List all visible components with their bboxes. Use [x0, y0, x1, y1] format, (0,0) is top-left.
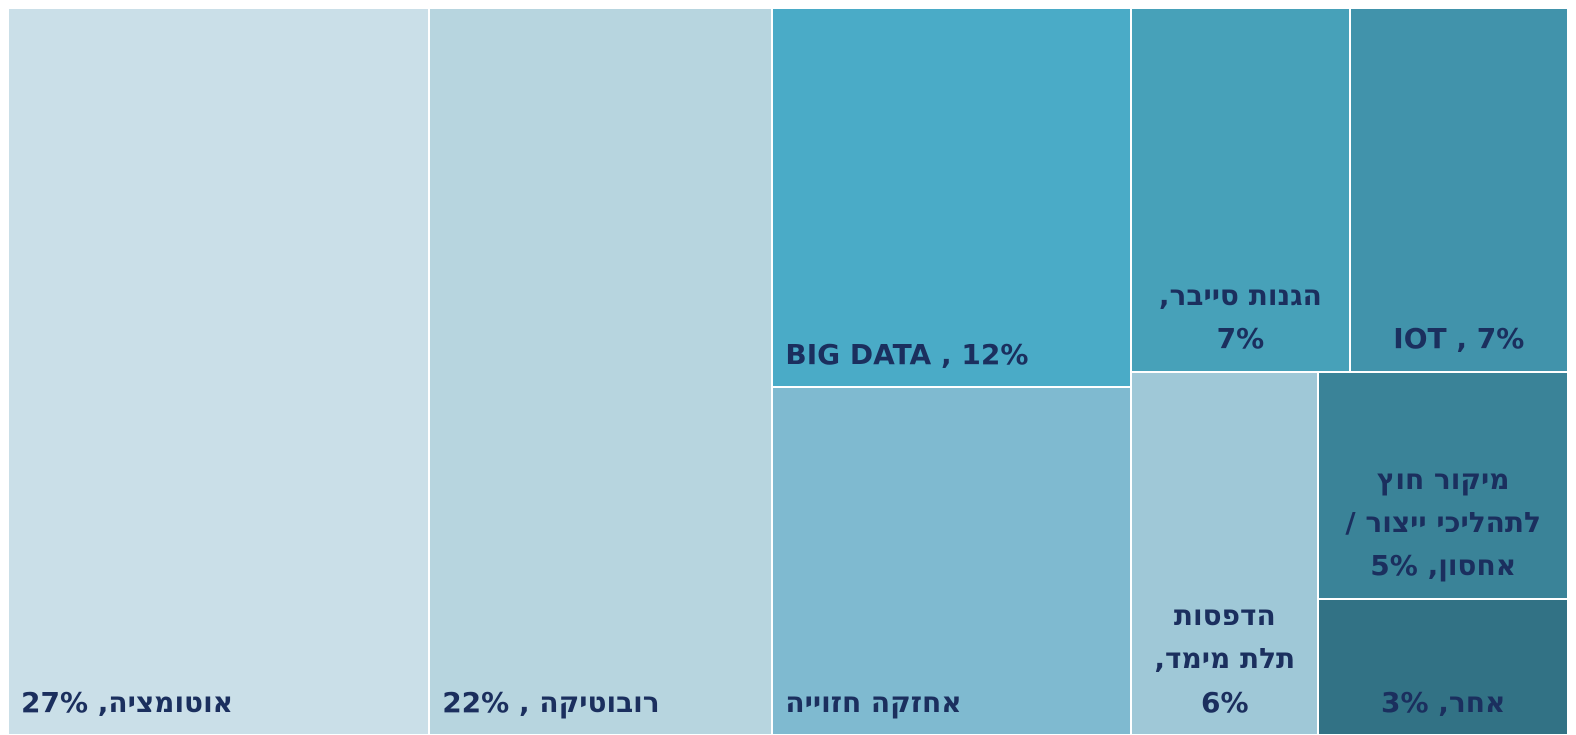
treemap-cell: IOT , 7%: [1349, 8, 1568, 372]
cell-label: מיקור חוץ לתהליכי ייצור / אחסון, 5%: [1345, 462, 1541, 583]
treemap-cell: הדפסות תלת מימד, 6%: [1131, 371, 1319, 735]
cell-label: אחזקה חזוייה: [785, 685, 962, 719]
treemap-cell: BIG DATA , 12%: [772, 8, 1132, 388]
treemap-cell: אוטומציה, 27%: [8, 8, 430, 735]
treemap-cell: רובוטיקה , 22%: [429, 8, 773, 735]
treemap-cell: אחר, 3%: [1318, 598, 1568, 735]
treemap-cell: אחזקה חזוייה: [772, 387, 1132, 735]
cell-label: הגנות סייבר, 7%: [1158, 278, 1322, 356]
cell-label: אחר, 3%: [1380, 685, 1506, 719]
cell-label: BIG DATA , 12%: [785, 337, 1029, 371]
treemap-cell: מיקור חוץ לתהליכי ייצור / אחסון, 5%: [1318, 371, 1568, 599]
cell-label: אוטומציה, 27%: [21, 685, 234, 719]
cell-label: IOT , 7%: [1393, 322, 1525, 356]
treemap-cell: הגנות סייבר, 7%: [1131, 8, 1350, 372]
cell-label: רובוטיקה , 22%: [442, 685, 660, 719]
cell-label: הדפסות תלת מימד, 6%: [1154, 598, 1296, 719]
